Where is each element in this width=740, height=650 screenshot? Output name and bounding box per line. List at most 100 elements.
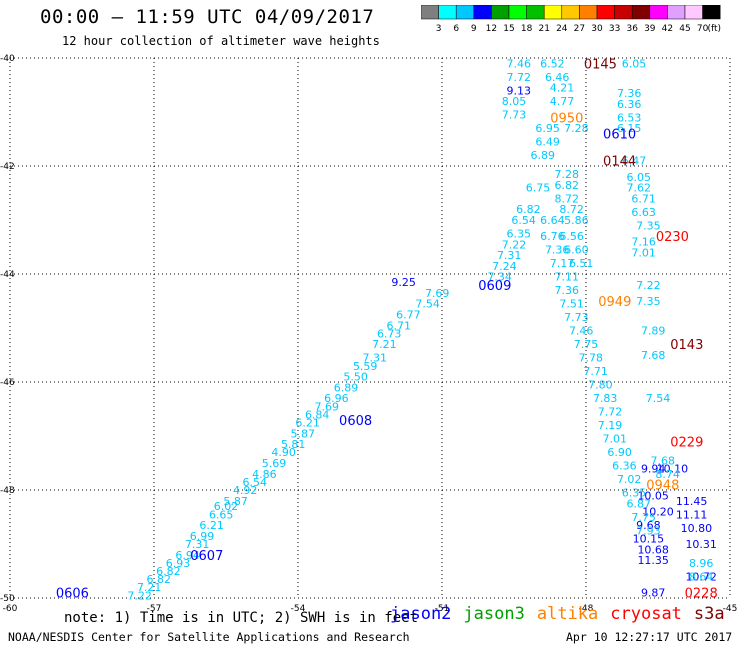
legend-item-s3a: s3a bbox=[693, 604, 725, 624]
data-point-cyan: 7.36 bbox=[555, 284, 580, 297]
data-point-cyan: 7.78 bbox=[579, 352, 604, 365]
colorbar: 3 6 9 12 15 18 21 24 27 30 33 36 39 42 45 70 (ft) bbox=[421, 5, 721, 34]
data-point-cyan: 7.16 bbox=[631, 236, 656, 249]
data-point-cyan: 7.02 bbox=[617, 473, 642, 486]
data-point-cyan: 6.96 bbox=[324, 392, 349, 405]
data-point-cyan: 6.35 bbox=[507, 228, 532, 241]
data-point-jason2: 10.80 bbox=[681, 522, 713, 535]
data-point-cyan: 6.77 bbox=[396, 309, 421, 322]
data-point-cyan: 7.93 bbox=[636, 525, 661, 538]
data-point-cyan: 7.31 bbox=[185, 538, 210, 551]
pass-time-label: 0608 bbox=[339, 414, 372, 429]
legend-item-cryosat: cryosat bbox=[610, 604, 682, 624]
pass-time-label: 0143 bbox=[670, 338, 703, 353]
data-point-cyan: 7.73 bbox=[564, 311, 589, 324]
data-point-jason2: 9.13 bbox=[507, 84, 532, 97]
data-point-cyan: 7.17 bbox=[550, 257, 575, 270]
data-point-jason2: 11.35 bbox=[637, 554, 669, 567]
data-point-cyan: 7.35 bbox=[636, 219, 661, 232]
data-point-cyan: 7.83 bbox=[593, 392, 618, 405]
data-point-cyan: 6.95 bbox=[535, 122, 560, 135]
data-point-cyan: 5.87 bbox=[291, 427, 316, 440]
data-point-jason2: 10.31 bbox=[685, 538, 717, 551]
data-point-cyan: 6.82 bbox=[147, 573, 172, 586]
colorbar-label: 12 bbox=[486, 24, 497, 34]
note-text: note: 1) Time is in UTC; 2) SWH is in fe… bbox=[64, 610, 419, 626]
data-point-cyan: 5.59 bbox=[353, 360, 378, 373]
data-point-cyan: 6.63 bbox=[631, 206, 656, 219]
colorbar-label: 3 bbox=[436, 24, 442, 34]
data-point-cyan: 6.36 bbox=[617, 98, 642, 111]
data-point-cyan: 8.74 bbox=[655, 468, 680, 481]
data-point-cyan: 6.47 bbox=[622, 155, 647, 168]
data-point-cyan: 7.22 bbox=[636, 279, 661, 292]
y-tick-label: -50 bbox=[0, 594, 15, 604]
data-point-cyan: 6.64 bbox=[540, 214, 565, 227]
data-point-cyan: 7.36 bbox=[545, 244, 570, 257]
data-point-cyan: 7.21 bbox=[137, 581, 162, 594]
data-point-cyan: 4.92 bbox=[233, 484, 258, 497]
x-tick-label: -54 bbox=[291, 604, 306, 614]
data-point-cyan: 7.36 bbox=[617, 87, 642, 100]
data-point-jason2: 11.45 bbox=[676, 495, 708, 508]
pass-time-label: 0950 bbox=[550, 111, 583, 126]
legend-item-altika: altika bbox=[536, 604, 599, 624]
pass-time-label: 0145 bbox=[584, 57, 617, 72]
data-point-cyan: 7.22 bbox=[502, 238, 527, 251]
data-point-cyan: 4.77 bbox=[550, 95, 575, 108]
data-point-cyan: 6.15 bbox=[617, 122, 642, 135]
y-tick-label: -46 bbox=[0, 378, 15, 388]
pass-time-label: 0144 bbox=[603, 155, 636, 170]
data-point-cyan: 7.69 bbox=[425, 287, 450, 300]
pass-time-label: 0607 bbox=[190, 549, 223, 564]
pass-time-label: 0609 bbox=[478, 279, 511, 294]
data-point-cyan: 6.82 bbox=[156, 565, 181, 578]
data-point-cyan: 8.64 bbox=[689, 570, 714, 583]
pass-time-label: 0228 bbox=[685, 587, 718, 602]
data-point-cyan: 7.72 bbox=[507, 71, 532, 84]
data-point-cyan: 7.54 bbox=[415, 298, 440, 311]
data-point-cyan: 7.73 bbox=[502, 109, 527, 122]
data-point-cyan: 8.96 bbox=[689, 557, 714, 570]
data-point-cyan: 5.69 bbox=[262, 457, 287, 470]
data-point-cyan: 6.52 bbox=[540, 57, 565, 70]
data-point-cyan: 7.11 bbox=[555, 271, 580, 284]
data-point-cyan: 6.82 bbox=[516, 203, 541, 216]
data-point-cyan: 6.89 bbox=[531, 149, 556, 162]
data-point-cyan: 5.86 bbox=[564, 214, 589, 227]
colorbar-label: 30 bbox=[591, 24, 603, 34]
data-point-cyan: 6.60 bbox=[564, 244, 589, 257]
data-point-cyan: 6.87 bbox=[627, 498, 652, 511]
colorbar-label: 33 bbox=[609, 24, 620, 34]
data-point-cyan: 7.46 bbox=[507, 57, 532, 70]
data-point-cyan: 7.31 bbox=[363, 352, 388, 365]
data-point-cyan: 6.53 bbox=[617, 111, 642, 124]
data-point-cyan: 7.80 bbox=[588, 379, 613, 392]
data-point-cyan: 8.72 bbox=[559, 203, 584, 216]
data-point-cyan: 7.34 bbox=[487, 271, 512, 284]
data-point-cyan: 6.21 bbox=[295, 417, 320, 430]
data-point-cyan: 7.28 bbox=[555, 168, 580, 181]
data-point-cyan: 6.05 bbox=[622, 57, 647, 70]
data-point-cyan: 7.68 bbox=[651, 454, 676, 467]
data-point-cyan: 6.46 bbox=[545, 71, 570, 84]
data-point-jason2: 9.68 bbox=[636, 519, 661, 532]
y-tick-label: -48 bbox=[0, 486, 15, 496]
pass-time-label: 0610 bbox=[603, 128, 636, 143]
pass-time-label: 0230 bbox=[656, 230, 689, 245]
data-point-cyan: 6.84 bbox=[305, 408, 330, 421]
data-point-cyan: 4.86 bbox=[252, 468, 277, 481]
data-point-cyan: 6.99 bbox=[190, 530, 215, 543]
colorbar-label: 70 bbox=[697, 24, 709, 34]
chart-subtitle: 12 hour collection of altimeter wave hei… bbox=[62, 34, 380, 48]
colorbar-label: 42 bbox=[662, 24, 673, 34]
data-point-cyan: 6.71 bbox=[631, 192, 656, 205]
data-point-cyan: 7.71 bbox=[583, 365, 608, 378]
data-point-cyan: 7.75 bbox=[574, 338, 599, 351]
data-point-cyan: 6.54 bbox=[511, 214, 536, 227]
data-point-cyan: 7.28 bbox=[564, 122, 589, 135]
data-point-cyan: 8.72 bbox=[555, 192, 580, 205]
data-point-cyan: 4.90 bbox=[271, 446, 296, 459]
data-point-cyan: 6.21 bbox=[199, 519, 224, 532]
x-tick-label: -51 bbox=[435, 604, 450, 614]
